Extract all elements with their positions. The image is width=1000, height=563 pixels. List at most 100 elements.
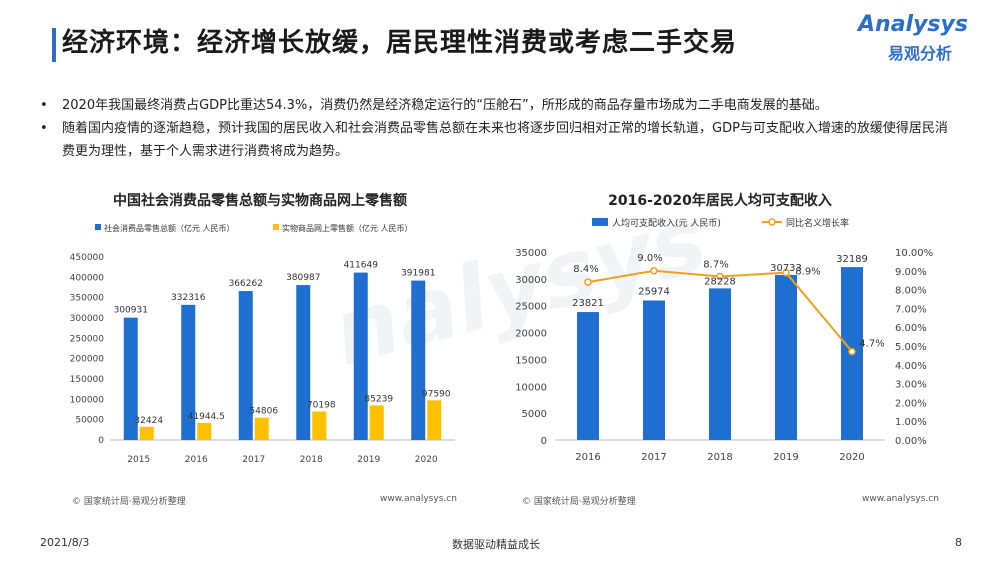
footer-page-number: 8 [955, 536, 962, 549]
y-tick-label: 25000 [515, 302, 547, 313]
summary-bullets: • 2020年我国最终消费占GDP比重达54.3%，消费仍然是经济稳定运行的“压… [40, 94, 960, 163]
bullet-item: • 随着国内疫情的逐渐趋稳，预计我国的居民收入和社会消费品零售总额在未来也将逐步… [40, 117, 960, 163]
y-tick-label: 100000 [70, 395, 105, 405]
y-tick-label: 200000 [70, 355, 105, 365]
data-label-growth-rate: 9.0% [637, 253, 662, 264]
point-growth-rate [848, 347, 856, 356]
x-tick-label: 2017 [242, 455, 265, 465]
point-growth-rate [716, 272, 724, 281]
x-tick-label: 2017 [641, 452, 666, 463]
chart2-disposable-income: 人均可支配收入(元 人民币) 同比名义增长率 0 5000 10000 15000 2000… [515, 217, 933, 463]
y-tick-label: 450000 [70, 253, 105, 263]
bar-retail-total [353, 272, 368, 440]
y2-tick-label: 3.00% [895, 380, 927, 391]
data-label-growth-rate: 8.9% [795, 267, 820, 278]
legend-label-0: 社会消费品零售总额（亿元 人民币） [104, 223, 235, 233]
x-tick-label: 2016 [575, 452, 600, 463]
y-tick-label: 15000 [515, 355, 547, 366]
data-label-growth-rate: 8.7% [703, 259, 728, 270]
bar-online-retail [197, 422, 212, 440]
bar-online-retail [139, 426, 154, 440]
data-label-retail-total: 300931 [114, 306, 148, 316]
data-label-online-retail: 32424 [134, 416, 163, 426]
title-accent-bar [52, 28, 56, 62]
point-growth-rate [584, 278, 592, 286]
y2-tick-label: 7.00% [895, 304, 927, 315]
bar-disposable-income [643, 300, 665, 440]
data-label-retail-total: 411649 [344, 261, 379, 271]
bar-online-retail [312, 411, 327, 440]
y2-tick-label: 4.00% [895, 361, 927, 372]
y-tick-label: 400000 [70, 273, 105, 283]
y2-tick-label: 5.00% [895, 342, 927, 353]
bar-online-retail [427, 400, 442, 440]
data-label-growth-rate: 4.7% [859, 339, 884, 350]
y-tick-label: 0 [98, 436, 104, 446]
x-tick-label: 2020 [839, 452, 864, 463]
chart1-retail-sales: 社会消费品零售总额（亿元 人民币） 实物商品网上零售额（亿元 人民币） 0 50000… [70, 223, 455, 465]
y-tick-label: 300000 [70, 314, 105, 324]
y2-tick-label: 0.00% [895, 436, 927, 447]
legend-marker-icon [768, 218, 776, 226]
data-label-retail-total: 391981 [401, 269, 435, 279]
data-label-retail-total: 380987 [286, 273, 320, 283]
data-label-online-retail: 97590 [422, 389, 451, 399]
x-tick-label: 2018 [300, 455, 323, 465]
y-tick-label: 35000 [515, 248, 547, 259]
x-tick-label: 2015 [127, 455, 150, 465]
y-tick-label: 20000 [515, 329, 547, 340]
bar-retail-total [296, 285, 311, 440]
bar-online-retail [369, 405, 384, 440]
footer-date: 2021/8/3 [40, 536, 90, 549]
y2-tick-label: 6.00% [895, 323, 927, 334]
y2-tick-label: 2.00% [895, 398, 927, 409]
legend-label-bar: 人均可支配收入(元 人民币) [612, 217, 721, 229]
page-title: 经济环境：经济增长放缓，居民理性消费或考虑二手交易 [62, 28, 738, 58]
chart2-title: 2016-2020年居民人均可支配收入 [608, 193, 832, 209]
analysys-logo: Analysys 易观分析 [858, 12, 973, 67]
legend-label-1: 实物商品网上零售额（亿元 人民币） [282, 223, 413, 233]
y-tick-label: 250000 [70, 334, 105, 344]
y2-tick-label: 10.00% [895, 248, 933, 259]
legend-swatch-1 [273, 224, 279, 230]
data-label-retail-total: 332316 [171, 293, 206, 303]
chart2-site: www.analysys.cn [862, 494, 939, 504]
bullet-dot-icon: • [40, 121, 48, 136]
chart2-source: © 国家统计局·易观分析整理 [522, 497, 636, 507]
bar-online-retail [254, 417, 269, 440]
y-tick-label: 10000 [515, 382, 547, 393]
data-label-retail-total: 366262 [229, 279, 263, 289]
bar-retail-total [181, 304, 196, 440]
data-label-online-retail: 54806 [249, 407, 278, 417]
y-tick-label: 50000 [75, 416, 104, 426]
data-label-online-retail: 85239 [364, 394, 393, 404]
y2-tick-label: 8.00% [895, 286, 927, 297]
x-tick-label: 2019 [773, 452, 798, 463]
bullet-text: 2020年我国最终消费占GDP比重达54.3%，消费仍然是经济稳定运行的“压舱石… [62, 98, 828, 113]
footer-slogan: 数据驱动精益成长 [452, 538, 540, 551]
y-tick-label: 5000 [522, 409, 547, 420]
bar-retail-total [238, 291, 253, 440]
logo-text-en: Analysys [858, 12, 968, 37]
y-tick-label: 30000 [515, 275, 547, 286]
x-tick-label: 2018 [707, 452, 732, 463]
x-tick-label: 2016 [185, 455, 208, 465]
chart1-site: www.analysys.cn [380, 494, 457, 504]
point-growth-rate [650, 267, 658, 275]
data-label-online-retail: 41944.5 [188, 412, 225, 422]
legend-swatch-0 [95, 224, 101, 230]
data-label-disposable-income: 28228 [704, 276, 736, 287]
legend-swatch-bar [592, 218, 608, 226]
bar-disposable-income [709, 288, 731, 440]
data-label-disposable-income: 23821 [572, 298, 604, 309]
x-tick-label: 2020 [415, 455, 438, 465]
bar-disposable-income [775, 274, 797, 440]
logo-text-cn: 易观分析 [888, 44, 953, 63]
data-label-online-retail: 70198 [307, 400, 336, 410]
point-growth-rate [782, 268, 790, 277]
chart1-title: 中国社会消费品零售总额与实物商品网上零售额 [113, 193, 407, 209]
y-tick-label: 350000 [70, 294, 105, 304]
bar-retail-total [123, 317, 138, 440]
x-tick-label: 2019 [357, 455, 380, 465]
bar-disposable-income [577, 312, 599, 440]
